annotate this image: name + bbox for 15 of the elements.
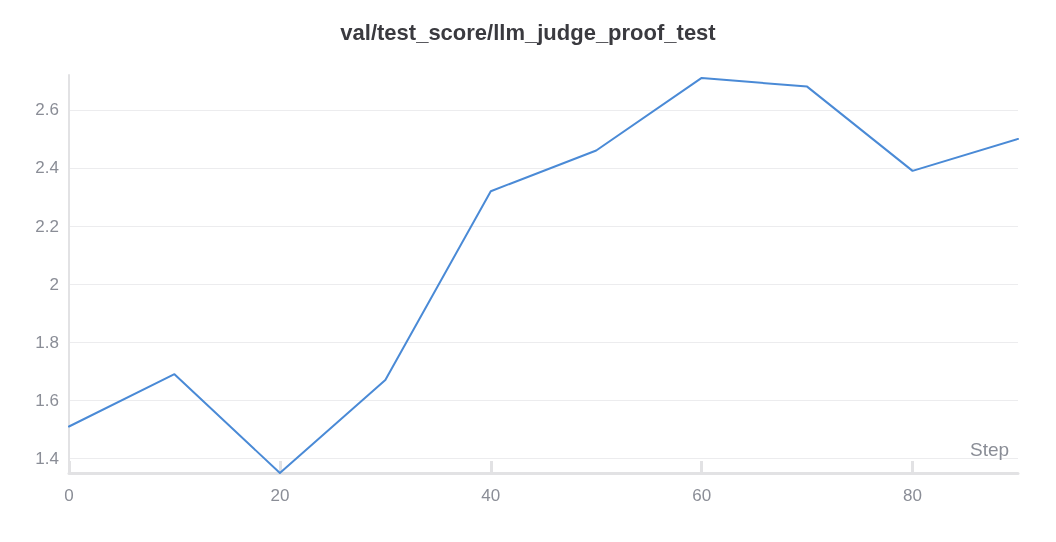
- x-tick-label: 80: [903, 486, 923, 505]
- y-tick-label: 2: [49, 274, 59, 294]
- y-tick-label: 1.8: [35, 332, 59, 352]
- x-tick-label: 40: [481, 486, 501, 505]
- x-tick-label: 0: [64, 486, 74, 505]
- y-tick-label: 1.6: [35, 390, 59, 410]
- y-tick-label: 2.2: [35, 216, 59, 236]
- x-axis-title: Step: [970, 439, 1010, 460]
- chart-title: val/test_score/llm_judge_proof_test: [340, 19, 717, 45]
- x-tick-label: 60: [692, 486, 712, 505]
- y-tick-label: 1.4: [35, 448, 59, 468]
- line-series: [68, 76, 1019, 474]
- y-tick-label: 2.6: [35, 100, 59, 120]
- y-tick-label: 2.4: [35, 158, 59, 178]
- x-tick-label: 20: [270, 486, 290, 505]
